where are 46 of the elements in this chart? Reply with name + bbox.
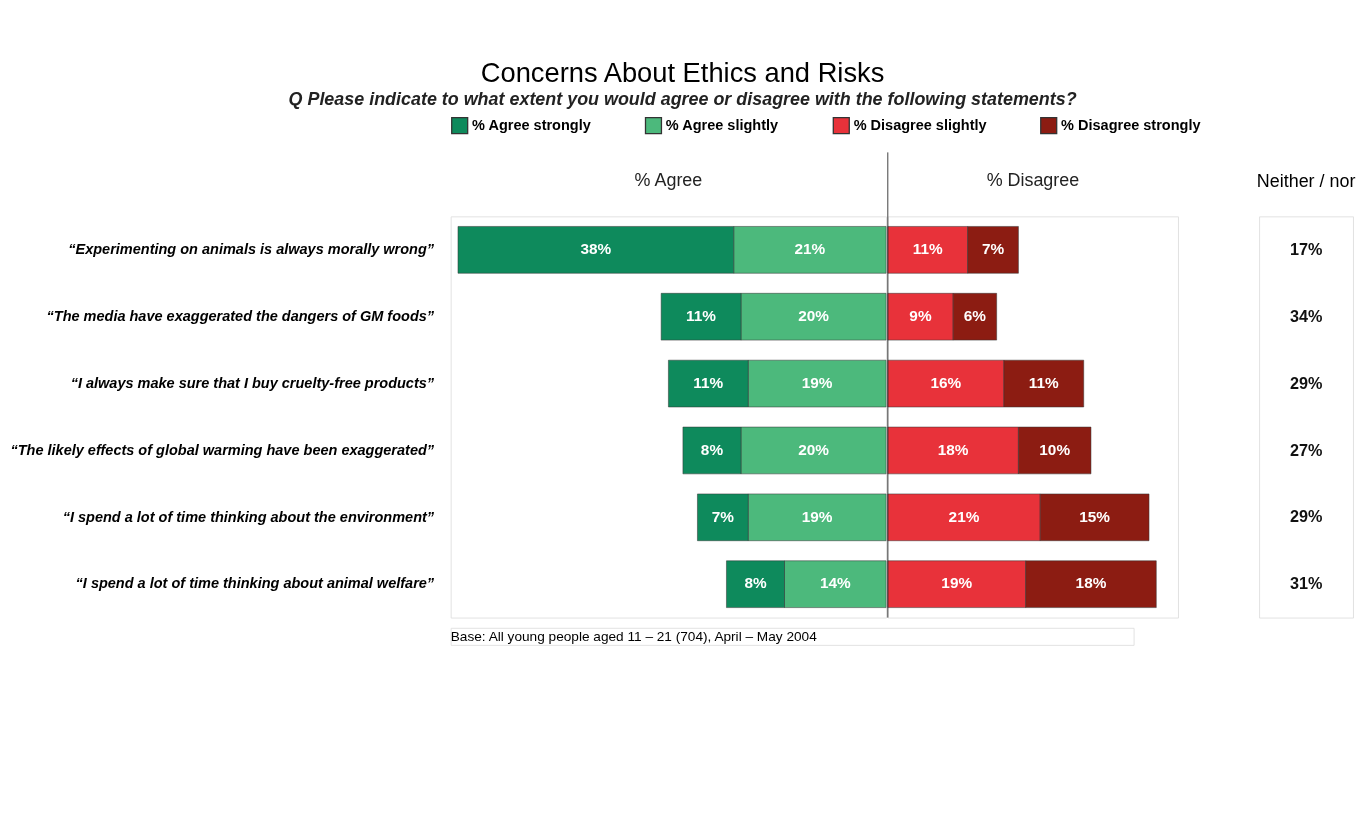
data-label: 18% (1075, 574, 1107, 592)
text: Base: All young people aged 11 – 21 (704), April – May 2004 (450, 628, 818, 644)
data-label: 11% (1028, 373, 1060, 391)
data-label: 19% (941, 574, 973, 592)
y-tick-label: “The likely effects of global warming have been exaggerated” (10, 441, 435, 458)
data-label: 21% (948, 507, 980, 525)
data-label: 20% (798, 306, 830, 324)
data-label: 21% (794, 240, 826, 258)
data-label: 20% (798, 440, 830, 458)
data-label: 7% (981, 240, 1005, 258)
data-label: 15% (1079, 507, 1111, 525)
text: 34% (1289, 306, 1323, 325)
data-label: 8% (700, 440, 724, 458)
data-label: 6% (963, 306, 987, 324)
data-label: 8% (744, 574, 767, 592)
chart-title: Concerns About Ethics and Risks (480, 57, 885, 89)
data-label: 10% (1039, 440, 1071, 458)
data-label: 7% (711, 507, 735, 525)
data-label: 11% (686, 306, 717, 324)
data-label: 19% (801, 373, 833, 391)
data-label: 14% (819, 574, 852, 592)
y-tick-label: “Experimenting on animals is always morally wrong” (68, 241, 435, 258)
legend-label: % Disagree strongly (1061, 116, 1201, 133)
data-label: 38% (580, 240, 612, 258)
y-tick-label: “I spend a lot of time thinking about the environment” (62, 508, 435, 525)
y-tick-label: “The media have exaggerated the dangers of GM foods” (46, 307, 435, 324)
text: 27% (1289, 440, 1323, 459)
data-label: 11% (912, 240, 943, 258)
legend-label: % Disagree slightly (853, 116, 987, 133)
text: 29% (1289, 507, 1323, 526)
legend-label: % Agree slightly (665, 116, 779, 133)
chart-subtitle: Q Please indicate to what extent you would agree or disagree with the following statements? (288, 89, 1077, 110)
data-label: 9% (909, 306, 932, 324)
data-label: 16% (930, 373, 962, 391)
data-label: 19% (801, 507, 833, 525)
text: 29% (1289, 373, 1323, 392)
data-label: 18% (937, 440, 969, 458)
y-tick-label: “I always make sure that I buy cruelty-free products” (70, 374, 435, 391)
data-label: 11% (693, 373, 724, 391)
text: % Disagree (986, 169, 1080, 190)
legend-label: % Agree strongly (472, 116, 591, 133)
text: 31% (1289, 574, 1323, 593)
text: 17% (1289, 239, 1323, 258)
text: Neither / nor (1256, 171, 1356, 192)
text: % Agree (634, 169, 703, 190)
y-tick-label: “I spend a lot of time thinking about animal welfare” (75, 575, 435, 592)
